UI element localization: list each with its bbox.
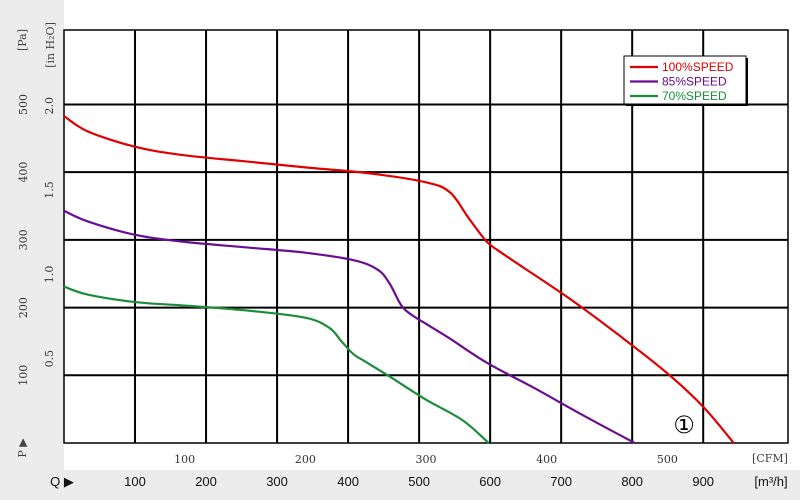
curve-annotation: ① — [673, 411, 695, 439]
x-m3h-unit-label: [m³/h] — [754, 474, 787, 489]
x-m3h-tick-label: 300 — [266, 474, 288, 489]
series-line-3 — [63, 285, 490, 444]
x-m3h-tick-label: 900 — [692, 474, 714, 489]
x-m3h-tick-label: 800 — [621, 474, 643, 489]
series-layer — [63, 115, 735, 444]
bottom-axis-band — [0, 470, 800, 500]
x-cfm-tick-label: 400 — [536, 453, 557, 466]
y-inh2o-tick-label: 0.5 — [43, 350, 56, 368]
x-m3h-tick-label: 400 — [337, 474, 359, 489]
x-m3h-tick-label: 700 — [550, 474, 572, 489]
series-line-2 — [63, 209, 636, 444]
x-m3h-tick-label: 100 — [124, 474, 146, 489]
y-pa-unit-label: [Pa] — [16, 29, 29, 51]
series-line-1 — [63, 115, 735, 444]
x-cfm-tick-label: 300 — [416, 453, 437, 466]
x-cfm-tick-label: 100 — [174, 453, 195, 466]
tick-layer: 100 200 300 400 500 600 700 800 9001002003004005… — [17, 94, 714, 489]
legend-item-label: 85%SPEED — [662, 75, 727, 89]
x-cfm-tick-label: 200 — [295, 453, 316, 466]
x-m3h-tick-label: 500 — [408, 474, 430, 489]
y-pa-tick-label: 300 — [17, 229, 30, 250]
y-pa-tick-label: 200 — [17, 297, 30, 318]
y-pa-tick-label: 500 — [17, 94, 30, 115]
y-pa-tick-label: 100 — [17, 365, 30, 386]
plot-frame — [63, 29, 789, 444]
legend-item-label: 100%SPEED — [662, 60, 734, 74]
x-cfm-tick-label: 500 — [657, 453, 678, 466]
y-inh2o-unit-label: [in H₂O] — [44, 22, 57, 68]
y-pa-tick-label: 400 — [17, 162, 30, 183]
x-axis-marker: Q ▶ — [50, 474, 74, 489]
y-inh2o-tick-label: 2.0 — [43, 97, 56, 115]
x-m3h-tick-label: 600 — [479, 474, 501, 489]
y-axis-marker: P ▶ — [16, 438, 29, 458]
y-inh2o-tick-label: 1.5 — [43, 181, 56, 199]
legend-item-label: 70%SPEED — [662, 89, 727, 103]
y-inh2o-tick-label: 1.0 — [43, 266, 56, 284]
x-cfm-unit-label: [CFM] — [752, 452, 788, 465]
x-m3h-tick-label: 200 — [195, 474, 217, 489]
left-axis-band — [0, 0, 64, 470]
